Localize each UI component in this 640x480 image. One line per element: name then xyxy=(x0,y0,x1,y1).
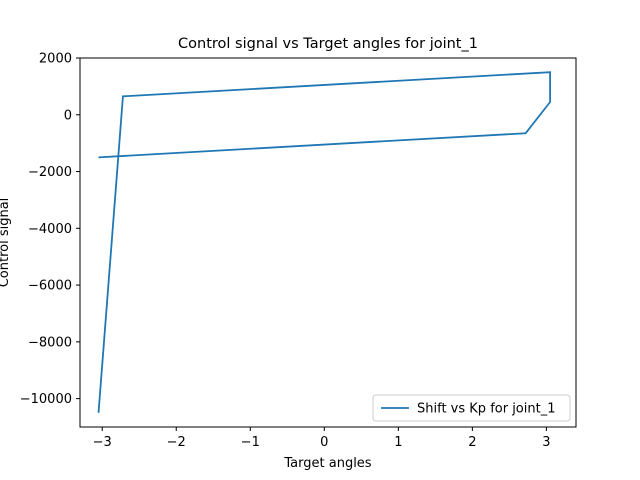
y-tick-label: −10000 xyxy=(20,392,72,407)
axes: −3 −2 −1 0 1 2 3 2000 0 −2000 −4000 −6000 −8000 −1000… xyxy=(20,52,577,450)
legend-label: Shift vs Kp for joint_1 xyxy=(417,402,555,417)
x-tick-label: 0 xyxy=(320,435,328,450)
y-tick-label: −4000 xyxy=(28,222,72,237)
chart-title: Control signal vs Target angles for join… xyxy=(178,36,478,52)
plot-area xyxy=(97,71,551,413)
x-tick-label: 3 xyxy=(542,435,550,450)
legend-box xyxy=(372,394,571,422)
x-tick-label: −3 xyxy=(93,435,112,450)
y-axis-title: Control signal xyxy=(0,198,12,288)
legend: Shift vs Kp for joint_1 xyxy=(372,394,571,422)
y-tick-label: 2000 xyxy=(39,52,72,67)
x-axis-title: Target angles xyxy=(283,456,371,471)
x-tick-label: −1 xyxy=(241,435,260,450)
x-tick-label: 1 xyxy=(394,435,402,450)
y-tick-label: −2000 xyxy=(28,165,72,180)
y-tick-label: −8000 xyxy=(28,335,72,350)
y-tick-label: 0 xyxy=(64,108,72,123)
x-tick-label: 2 xyxy=(468,435,476,450)
x-tick-label: −2 xyxy=(167,435,186,450)
y-tick-label: −6000 xyxy=(28,279,72,294)
series-line-0 xyxy=(97,71,551,413)
axes-frame xyxy=(79,57,577,428)
